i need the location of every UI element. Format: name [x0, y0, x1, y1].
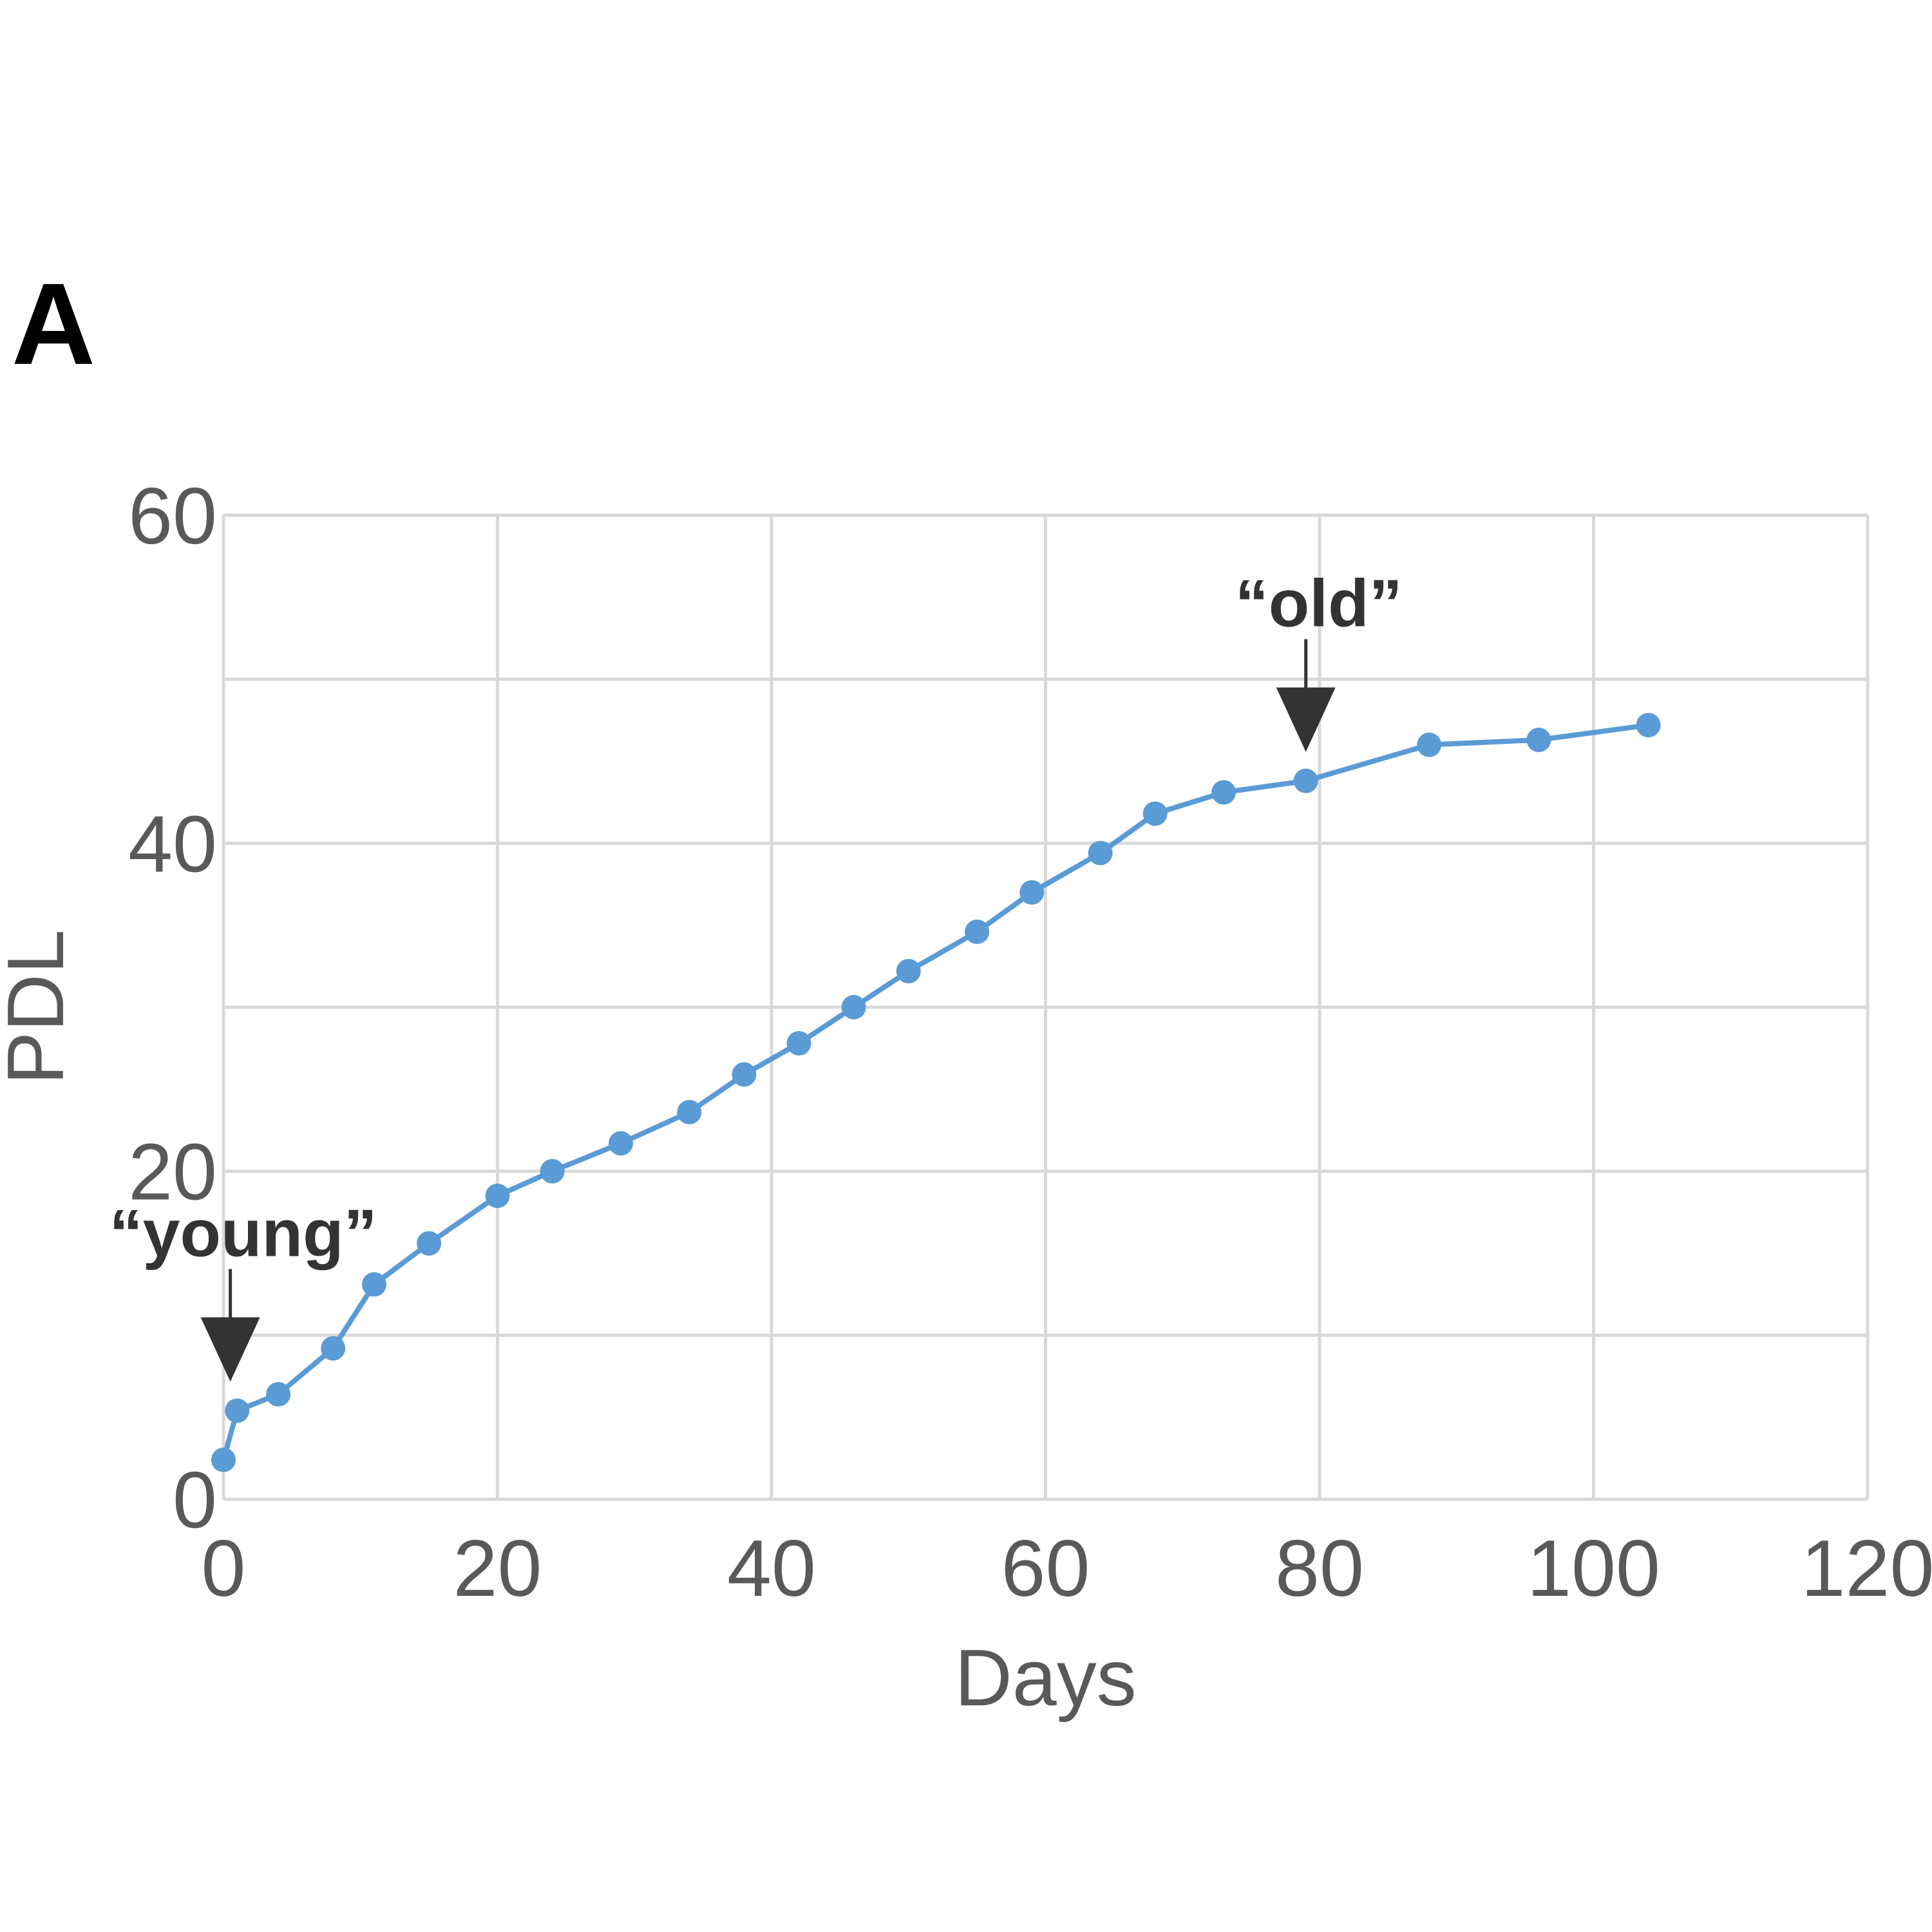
data-point [786, 1031, 811, 1056]
y-tick-label: 60 [128, 472, 217, 561]
y-axis-title: PDL [0, 929, 80, 1084]
x-tick-label: 0 [202, 1524, 246, 1613]
x-axis-title: Days [954, 1634, 1137, 1723]
x-tick-label: 20 [453, 1524, 542, 1613]
data-point [1211, 780, 1236, 805]
annotation-arrow-icon [1276, 687, 1336, 752]
y-tick-label: 20 [128, 1128, 217, 1217]
data-point [362, 1272, 387, 1297]
data-point [1636, 712, 1661, 737]
data-point [1526, 727, 1551, 752]
data-point [266, 1382, 291, 1407]
data-point [211, 1447, 236, 1472]
annotations-layer: “young” “old” [109, 567, 1403, 1382]
y-tick-label: 40 [128, 800, 217, 889]
data-point [540, 1159, 565, 1184]
data-point [225, 1398, 250, 1423]
data-point [485, 1183, 510, 1208]
annotation-label: “young” [109, 1196, 377, 1271]
panel-label: A [12, 260, 95, 389]
x-tick-label: 60 [1001, 1524, 1090, 1613]
data-point [965, 919, 990, 944]
annotation-label: “old” [1235, 567, 1403, 641]
data-point [1417, 732, 1442, 757]
y-tick-label: 0 [173, 1456, 217, 1545]
series-line [221, 722, 1651, 1463]
tick-labels: 0 20 40 60 80 100 120 0 20 40 60 [128, 472, 1932, 1613]
data-point [896, 958, 921, 983]
data-point [841, 995, 866, 1019]
data-point [732, 1062, 757, 1087]
data-point [1019, 880, 1045, 905]
data-point [1088, 840, 1113, 866]
data-point [1142, 801, 1168, 826]
x-tick-label: 120 [1801, 1524, 1932, 1613]
data-point [608, 1131, 633, 1156]
grid [222, 513, 1870, 1501]
data-point [417, 1231, 442, 1256]
data-point [1293, 768, 1318, 793]
series-layer [211, 712, 1661, 1472]
x-tick-label: 40 [727, 1524, 816, 1613]
annotation-arrow-icon [200, 1317, 260, 1382]
data-point [321, 1336, 346, 1361]
x-tick-label: 80 [1275, 1524, 1364, 1613]
x-tick-label: 100 [1527, 1524, 1660, 1613]
data-point [677, 1099, 702, 1124]
